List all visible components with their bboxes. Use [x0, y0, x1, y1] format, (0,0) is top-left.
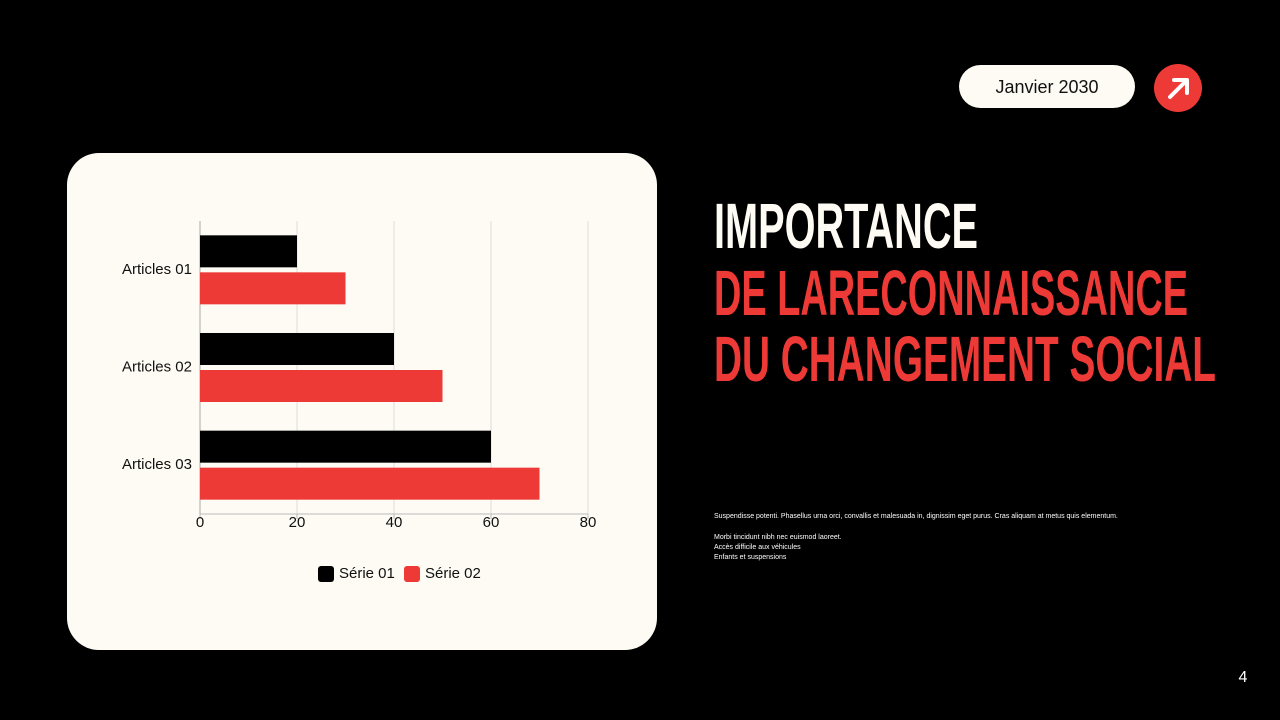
list-item: Morbi tincidunt nibh nec euismod laoreet…	[714, 534, 842, 541]
title-line: DE LARECONNAISSANCE	[714, 257, 1188, 329]
x-tick-label: 80	[580, 514, 597, 531]
x-tick-label: 60	[483, 514, 500, 531]
title-line: IMPORTANCE	[714, 190, 978, 262]
legend-swatch	[404, 566, 420, 582]
y-tick-label: Articles 01	[122, 261, 192, 278]
bar	[200, 370, 443, 402]
date: Janvier 2030	[995, 77, 1098, 97]
x-tick-label: 40	[386, 514, 403, 531]
x-tick-label: 20	[289, 514, 306, 531]
bar	[200, 272, 346, 305]
legend-swatch	[318, 566, 334, 582]
legend-label: Série 02	[425, 565, 481, 582]
title-line: DU CHANGEMENT SOCIAL	[714, 323, 1216, 395]
date-pill	[959, 65, 1135, 108]
x-tick-label: 0	[196, 514, 204, 531]
chart: 0 20 40 60 80 Articles 01 Articles 02 Articles …	[122, 221, 596, 582]
y-tick-label: Articles 03	[122, 456, 192, 473]
list-item: Accès difficile aux véhicules	[714, 544, 801, 551]
paragraph: Suspendisse potenti. Phasellus urna orci…	[714, 513, 1118, 520]
list-item: Enfants et suspensions	[714, 554, 787, 561]
bar	[200, 333, 394, 365]
bar	[200, 235, 297, 268]
bar	[200, 467, 540, 500]
page-number: 4	[1239, 669, 1248, 686]
arrow-icon	[1168, 78, 1189, 99]
legend-label: Série 01	[339, 565, 395, 582]
bar	[200, 430, 491, 463]
y-tick-label: Articles 02	[122, 358, 192, 375]
